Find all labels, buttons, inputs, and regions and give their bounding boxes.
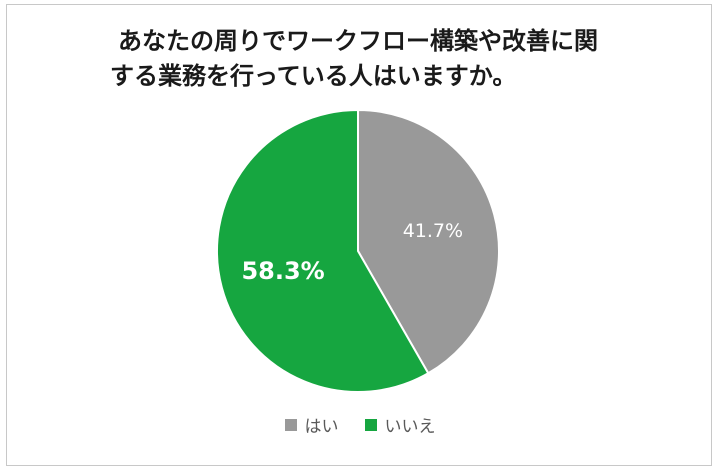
legend-label-no: いいえ <box>384 417 436 437</box>
pie-slices <box>216 108 500 393</box>
legend-item-no: いいえ <box>364 412 436 437</box>
legend-swatch-no <box>364 418 377 431</box>
chart-title-line-2: する業務を行っている人はいますか。 <box>110 62 517 90</box>
legend-item-yes: はい <box>284 412 339 437</box>
pie-data-labels: 41.7% 58.3% <box>241 220 463 285</box>
pie-label-no: 58.3% <box>241 257 324 285</box>
pie-slice-yes <box>357 108 500 375</box>
chart-title-line-1: あなたの周りでワークフロー構築や改善に関 <box>118 27 598 55</box>
pie-slice-no <box>216 108 430 393</box>
pie-label-yes: 41.7% <box>403 220 463 242</box>
chart-title: あなたの周りでワークフロー構築や改善に関 する業務を行っている人はいますか。 <box>110 24 678 94</box>
legend-swatch-yes <box>284 418 297 431</box>
legend-label-yes: はい <box>304 417 339 437</box>
chart-legend: はい いいえ <box>0 412 720 437</box>
